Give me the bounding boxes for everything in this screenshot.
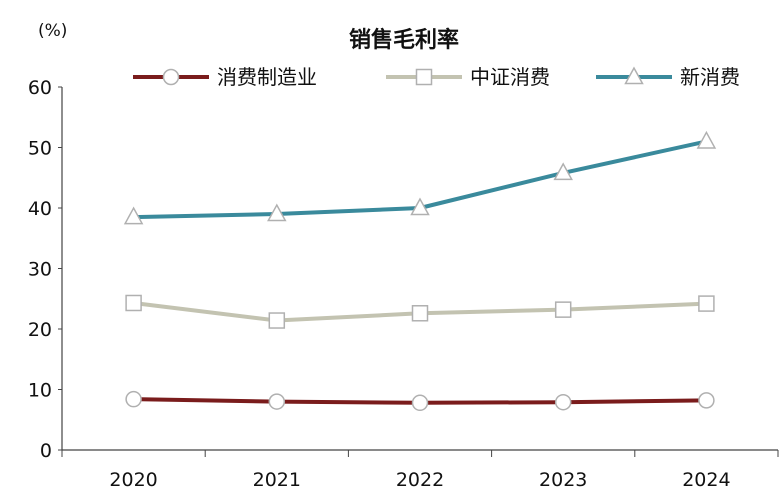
data-point bbox=[553, 162, 573, 181]
data-point bbox=[410, 197, 430, 216]
data-point bbox=[411, 394, 429, 412]
y-unit-label: (%) bbox=[38, 21, 67, 41]
data-point bbox=[696, 130, 717, 149]
data-point bbox=[554, 393, 572, 411]
x-tick-label: 2020 bbox=[109, 469, 157, 491]
chart-title: 销售毛利率 bbox=[349, 27, 459, 53]
data-point bbox=[268, 393, 286, 410]
axes: 0 10 20 30 40 50 60 2020 2021 2022 2023 2024 bbox=[28, 77, 779, 491]
data-point bbox=[698, 392, 715, 409]
y-tick-label: 0 bbox=[40, 440, 52, 462]
y-tick-label: 10 bbox=[28, 380, 52, 402]
data-point bbox=[267, 203, 287, 222]
x-tick-label: 2023 bbox=[539, 469, 587, 491]
legend-label: 中证消费 bbox=[470, 65, 550, 89]
legend-marker bbox=[415, 68, 433, 86]
series-0 bbox=[125, 390, 715, 412]
y-tick-label: 50 bbox=[28, 138, 52, 160]
legend-item: 新消费 bbox=[596, 65, 740, 89]
data-point bbox=[698, 295, 715, 312]
data-point bbox=[554, 301, 572, 318]
series-1 bbox=[125, 294, 715, 329]
data-point bbox=[125, 294, 142, 312]
legend-item: 中证消费 bbox=[386, 65, 550, 89]
series-layer bbox=[123, 130, 717, 412]
data-point bbox=[123, 206, 144, 225]
legend-marker bbox=[162, 68, 180, 86]
legend-marker bbox=[624, 66, 644, 85]
data-point bbox=[411, 305, 429, 322]
legend: 消费制造业 中证消费 新消费 bbox=[133, 65, 740, 89]
y-tick-label: 40 bbox=[28, 198, 52, 220]
x-tick-label: 2022 bbox=[396, 469, 444, 491]
series-2 bbox=[123, 130, 717, 225]
x-tick-label: 2021 bbox=[253, 469, 301, 491]
y-tick-label: 60 bbox=[28, 77, 52, 99]
legend-label: 消费制造业 bbox=[217, 65, 317, 89]
legend-item: 消费制造业 bbox=[133, 65, 317, 89]
y-tick-label: 20 bbox=[28, 319, 52, 341]
data-point bbox=[125, 390, 142, 408]
y-tick-label: 30 bbox=[28, 259, 52, 281]
x-tick-label: 2024 bbox=[682, 469, 730, 491]
legend-label: 新消费 bbox=[680, 65, 740, 89]
data-point bbox=[268, 312, 286, 329]
